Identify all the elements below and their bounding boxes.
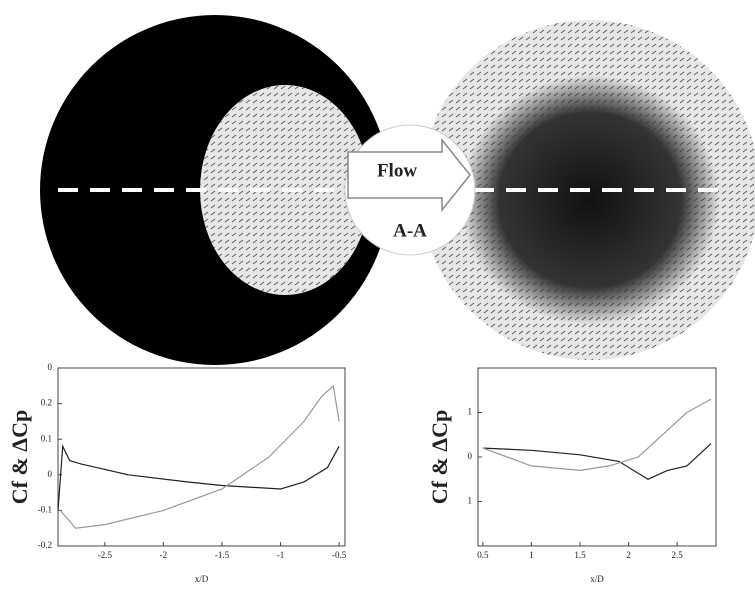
y-tick-label: 1 (468, 407, 473, 417)
x-tick-label: 1 (529, 550, 534, 560)
x-axis-label: x/D (590, 574, 604, 584)
y-tick-label: 0 (48, 362, 53, 372)
x-tick-label: -1.5 (215, 550, 230, 560)
flow-image-left (40, 15, 390, 365)
series-line (57, 444, 340, 511)
x-tick-label: 2.5 (672, 550, 684, 560)
x-tick-label: -1 (277, 550, 285, 560)
x-tick-label: 0.5 (477, 550, 489, 560)
plot-frame (477, 367, 717, 547)
y-tick-label: 0 (468, 451, 473, 461)
y-axis-label: Cf & ΔCp (427, 410, 452, 504)
plot-frame (57, 367, 346, 547)
series-line (59, 384, 340, 529)
x-axis-label: x/D (195, 574, 209, 584)
y-tick-label: 1 (468, 496, 473, 506)
y-tick-label: 0 (48, 469, 53, 479)
series-line (482, 398, 712, 472)
y-tick-label: -0.1 (38, 504, 52, 514)
series-line (482, 443, 712, 480)
x-tick-label: -0.5 (332, 550, 347, 560)
section-label: A-A (393, 220, 427, 241)
flow-label: Flow (377, 160, 417, 181)
y-tick-label: 0.1 (41, 433, 52, 443)
x-tick-label: 2 (626, 550, 631, 560)
center-badge: Flow A-A (344, 124, 476, 256)
x-tick-label: 1.5 (574, 550, 586, 560)
x-tick-label: -2.5 (98, 550, 113, 560)
y-axis-label: Cf & ΔCp (7, 410, 32, 504)
x-tick-label: -2 (160, 550, 168, 560)
y-tick-label: 0.2 (41, 398, 52, 408)
y-tick-label: -0.2 (38, 540, 52, 550)
